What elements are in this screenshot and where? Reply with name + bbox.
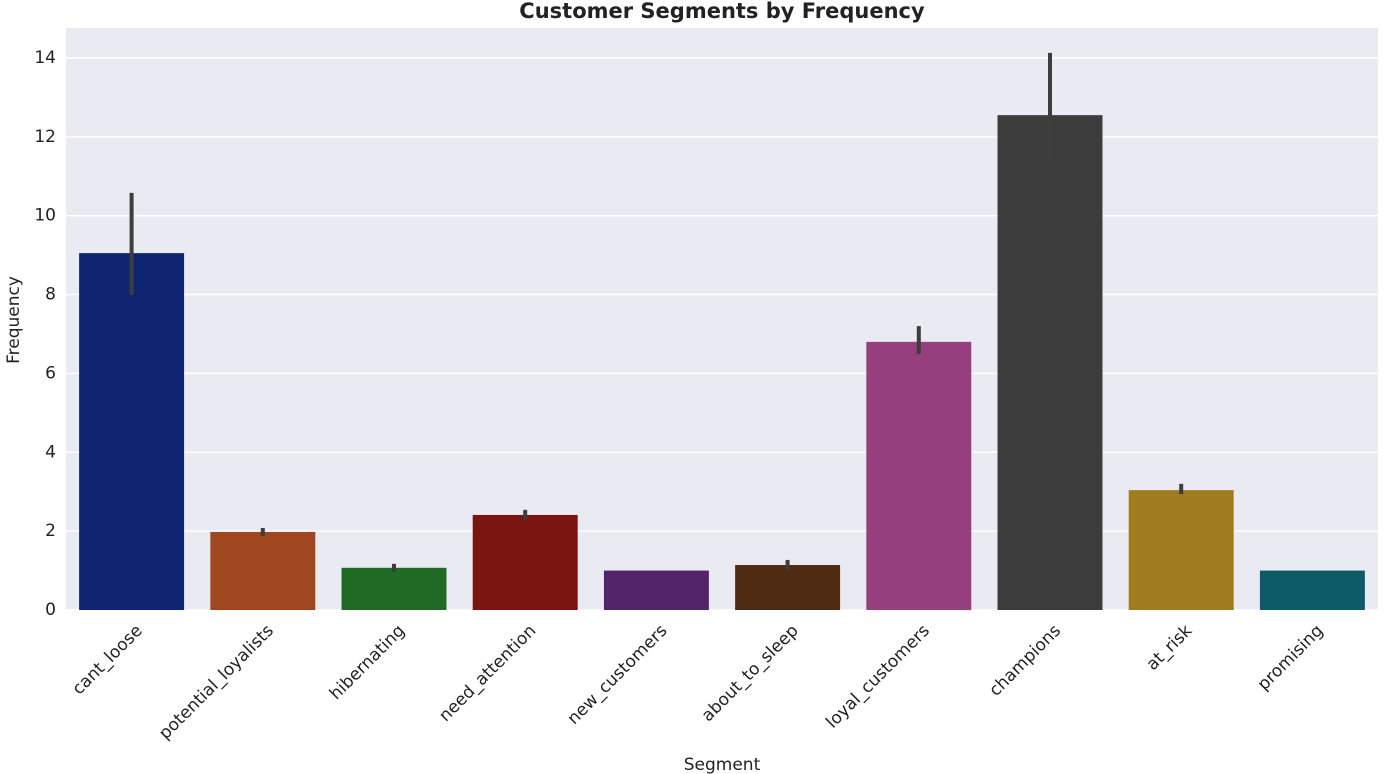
bar [341, 567, 447, 610]
x-tick-label: at_risk [1143, 621, 1197, 675]
bar [1128, 490, 1234, 610]
bar [997, 115, 1103, 610]
bar [603, 570, 709, 610]
x-axis-label: Segment [684, 755, 761, 774]
bar [79, 253, 185, 611]
y-tick-label: 4 [45, 442, 56, 462]
x-tick-label: need_attention [435, 621, 540, 726]
bar [210, 531, 316, 610]
x-tick-label: champions [985, 621, 1065, 701]
bar [1259, 570, 1365, 610]
y-tick-label: 6 [45, 363, 56, 383]
bar [472, 514, 578, 610]
x-tick-label: hibernating [326, 621, 409, 704]
chart-title: Customer Segments by Frequency [519, 0, 925, 23]
bar [866, 341, 972, 610]
x-tick-label: promising [1254, 621, 1328, 695]
x-tick-label: about_to_sleep [698, 621, 803, 726]
y-tick-label: 10 [34, 206, 56, 226]
y-axis-label: Frequency [4, 276, 24, 364]
y-tick-label: 8 [45, 285, 56, 305]
y-tick-label: 12 [34, 127, 56, 147]
y-tick-label: 14 [34, 48, 56, 68]
x-tick-label: cant_loose [69, 621, 147, 699]
x-tick-label: new_customers [564, 621, 672, 729]
bar [735, 565, 841, 610]
y-tick-label: 2 [45, 521, 56, 541]
y-tick-label: 0 [45, 600, 56, 620]
x-tick-label: potential_loyalists [155, 621, 278, 744]
x-tick-label: loyal_customers [822, 621, 934, 733]
